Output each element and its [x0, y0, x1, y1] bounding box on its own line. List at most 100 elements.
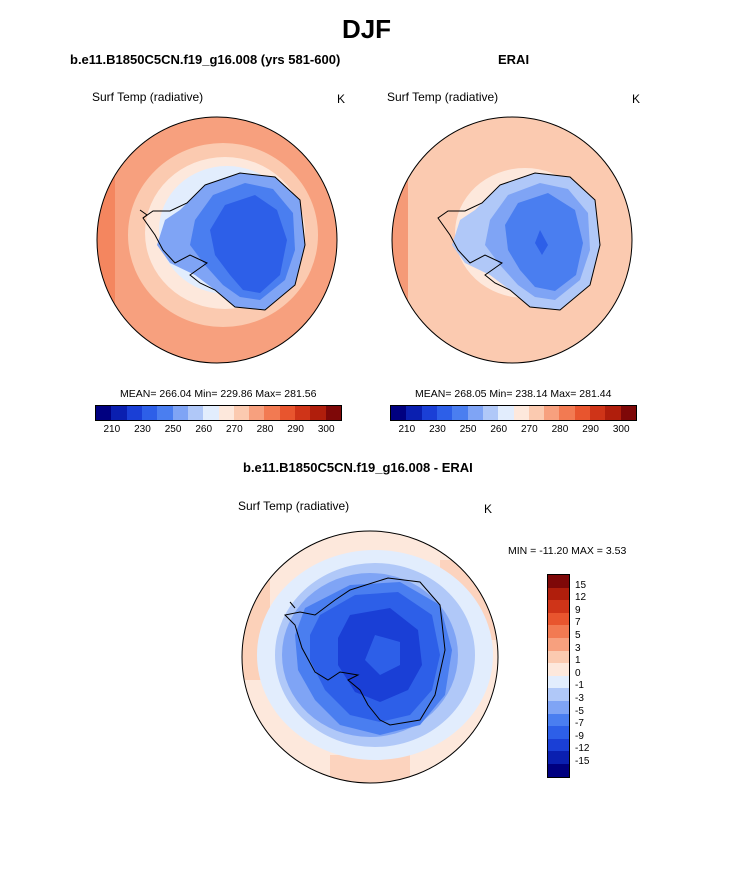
obs-polar-map — [391, 116, 633, 364]
colorbar-swatch — [406, 406, 422, 420]
colorbar-tick-label: 290 — [287, 424, 304, 435]
colorbar-tick-label: -3 — [575, 693, 584, 704]
diff-colorbar-ticks: 15 12 9 7 5 3 1 0 -1 -3 -5 -7 -9 -12 -15 — [575, 574, 615, 779]
colorbar-swatch — [548, 600, 569, 613]
colorbar-tick-label: 3 — [575, 642, 581, 654]
colorbar-swatch — [498, 406, 514, 420]
colorbar-swatch — [421, 406, 437, 420]
colorbar-swatch — [548, 738, 569, 752]
colorbar-swatch — [126, 406, 142, 420]
colorbar-tick-label: 300 — [317, 424, 335, 435]
colorbar-swatch — [141, 406, 158, 420]
colorbar-swatch — [157, 406, 173, 420]
colorbar-swatch — [218, 406, 234, 420]
colorbar-tick-label: 250 — [459, 424, 477, 435]
colorbar-tick-label: 280 — [256, 424, 274, 435]
colorbar-tick-label: 250 — [164, 424, 182, 435]
colorbar-tick-label: 7 — [575, 617, 581, 629]
diff-polar-map — [241, 530, 499, 784]
obs-colorbar — [390, 405, 637, 421]
colorbar-swatch — [111, 406, 127, 420]
colorbar-swatch — [548, 763, 569, 777]
colorbar-tick-label: 230 — [429, 424, 446, 435]
obs-panel-title: ERAI — [498, 52, 530, 67]
colorbar-swatch — [233, 406, 250, 420]
colorbar-swatch — [544, 406, 560, 420]
colorbar-tick-label: 270 — [226, 424, 243, 435]
colorbar-tick-label: 290 — [582, 424, 599, 435]
colorbar-swatch — [310, 406, 326, 420]
colorbar-swatch — [96, 406, 112, 420]
diff-colorbar — [547, 574, 570, 778]
colorbar-tick-label: -5 — [575, 705, 584, 717]
diff-units-label: K — [484, 502, 493, 516]
colorbar-swatch — [528, 406, 545, 420]
model-colorbar-ticks: 210 230 250 260 270 280 290 300 — [95, 424, 340, 438]
colorbar-swatch — [295, 406, 311, 420]
diff-panel-title: b.e11.B1850C5CN.f19_g16.008 - ERAI — [243, 460, 473, 475]
colorbar-tick-label: 210 — [398, 424, 416, 435]
colorbar-swatch — [574, 406, 591, 420]
colorbar-tick-label: 260 — [490, 424, 508, 435]
colorbar-swatch — [513, 406, 529, 420]
diff-variable-label: Surf Temp (radiative) — [238, 499, 350, 513]
colorbar-tick-label: 230 — [134, 424, 151, 435]
colorbar-swatch — [548, 575, 569, 588]
colorbar-swatch — [264, 406, 280, 420]
colorbar-tick-label: 5 — [575, 630, 581, 641]
model-variable-label: Surf Temp (radiative) — [92, 90, 204, 104]
colorbar-tick-label: 270 — [521, 424, 538, 435]
colorbar-tick-label: 280 — [551, 424, 569, 435]
colorbar-swatch — [548, 650, 569, 664]
colorbar-swatch — [279, 406, 296, 420]
model-colorbar — [95, 405, 342, 421]
colorbar-swatch — [548, 637, 569, 651]
colorbar-tick-label: -15 — [575, 756, 590, 767]
obs-stats: MEAN= 268.05 Min= 238.14 Max= 281.44 — [415, 388, 612, 400]
colorbar-swatch — [325, 406, 341, 420]
colorbar-swatch — [590, 406, 606, 420]
colorbar-swatch — [391, 406, 407, 420]
obs-variable-label: Surf Temp (radiative) — [387, 90, 499, 104]
colorbar-tick-label: -12 — [575, 743, 590, 755]
colorbar-swatch — [482, 406, 499, 420]
colorbar-tick-label: 210 — [103, 424, 121, 435]
model-polar-map — [96, 116, 338, 364]
colorbar-swatch — [467, 406, 483, 420]
colorbar-swatch — [548, 612, 569, 626]
colorbar-swatch — [452, 406, 468, 420]
colorbar-swatch — [620, 406, 636, 420]
colorbar-tick-label: 0 — [575, 667, 581, 679]
colorbar-tick-label: -7 — [575, 718, 584, 730]
colorbar-swatch — [548, 713, 569, 727]
obs-units-label: K — [632, 92, 641, 106]
colorbar-swatch — [548, 726, 569, 739]
colorbar-swatch — [548, 751, 569, 764]
model-units-label: K — [337, 92, 346, 106]
colorbar-tick-label: 9 — [575, 604, 581, 616]
model-stats: MEAN= 266.04 Min= 229.86 Max= 281.56 — [120, 388, 317, 400]
colorbar-swatch — [436, 406, 453, 420]
colorbar-tick-label: 1 — [575, 655, 581, 667]
colorbar-tick-label: 15 — [575, 579, 587, 591]
colorbar-swatch — [548, 663, 569, 676]
colorbar-swatch — [548, 700, 569, 714]
colorbar-swatch — [172, 406, 188, 420]
colorbar-swatch — [605, 406, 621, 420]
model-panel-title: b.e11.B1850C5CN.f19_g16.008 (yrs 581-600… — [70, 52, 341, 67]
colorbar-swatch — [548, 688, 569, 701]
diff-stats: MIN = -11.20 MAX = 3.53 — [508, 545, 627, 557]
colorbar-swatch — [203, 406, 219, 420]
colorbar-swatch — [187, 406, 204, 420]
colorbar-tick-label: -1 — [575, 680, 584, 692]
figure-title: DJF — [341, 14, 392, 44]
colorbar-swatch — [559, 406, 575, 420]
colorbar-swatch — [249, 406, 265, 420]
obs-colorbar-ticks: 210 230 250 260 270 280 290 300 — [390, 424, 635, 438]
colorbar-tick-label: 300 — [612, 424, 630, 435]
colorbar-tick-label: -9 — [575, 730, 584, 742]
colorbar-swatch — [548, 625, 569, 638]
colorbar-swatch — [548, 675, 569, 689]
colorbar-tick-label: 12 — [575, 592, 587, 604]
colorbar-tick-label: 260 — [195, 424, 213, 435]
